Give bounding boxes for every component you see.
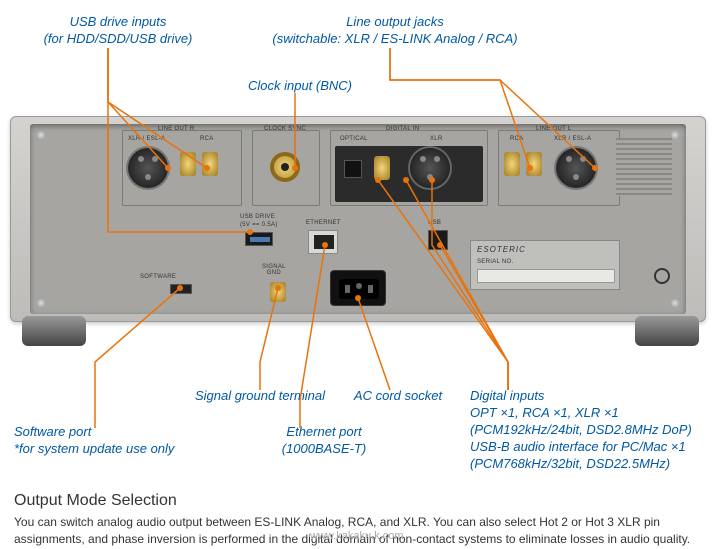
- footer-heading-text: Output Mode Selection: [14, 492, 177, 510]
- signal-gnd-terminal: [270, 282, 286, 302]
- clock-bnc: [270, 152, 300, 182]
- footer-heading: Output Mode Selection: [14, 492, 177, 510]
- rca-output-r1: [180, 152, 196, 176]
- label-rca-r: RCA: [200, 136, 214, 142]
- callout-ac: AC cord socket: [338, 388, 458, 405]
- callout-usb-drive-l1: USB drive inputs: [28, 14, 208, 31]
- callout-digital-l4: USB-B audio interface for PC/Mac ×1: [470, 439, 710, 456]
- software-port: [170, 284, 192, 294]
- callout-clock: Clock input (BNC): [220, 78, 380, 95]
- callout-digital-l5: (PCM768kHz/32bit, DSD22.5MHz): [470, 456, 710, 473]
- callout-ethernet-l1: Ethernet port: [254, 424, 394, 441]
- foot-left: [22, 316, 86, 346]
- callout-usb-drive: USB drive inputs (for HDD/SDD/USB drive): [28, 14, 208, 48]
- callout-digital: Digital inputs OPT ×1, RCA ×1, XLR ×1 (P…: [470, 388, 710, 472]
- label-digital-in: DIGITAL IN: [386, 126, 419, 132]
- label-usb-drive: USB DRIVE: [240, 214, 275, 220]
- callout-signal-gnd-l1: Signal ground terminal: [180, 388, 340, 405]
- optical-input: [344, 160, 362, 178]
- brand-plate: ESOTERIC SERIAL NO.: [470, 240, 620, 290]
- label-ethernet: ETHERNET: [306, 220, 341, 226]
- callout-usb-drive-l2: (for HDD/SDD/USB drive): [28, 31, 208, 48]
- screw: [670, 298, 680, 308]
- ce-mark: [654, 268, 670, 284]
- label-clock-sync: CLOCK SYNC: [264, 126, 306, 132]
- callout-digital-l2: OPT ×1, RCA ×1, XLR ×1: [470, 405, 710, 422]
- label-xlr-esla-l: XLR / ESL-A: [554, 136, 591, 142]
- xlr-output-r: [128, 148, 168, 188]
- rca-output-r2: [202, 152, 218, 176]
- callout-ethernet-l2: (1000BASE-T): [254, 441, 394, 458]
- rca-output-l1: [504, 152, 520, 176]
- callout-line-out: Line output jacks (switchable: XLR / ES-…: [250, 14, 540, 48]
- xlr-digital: [410, 148, 450, 188]
- usb-drive-port: [245, 232, 273, 246]
- label-line-out-r: LINE OUT R: [158, 126, 195, 132]
- callout-line-out-l1: Line output jacks: [250, 14, 540, 31]
- label-line-out-l: LINE OUT L: [536, 126, 572, 132]
- label-software: SOFTWARE: [140, 274, 176, 280]
- ac-inlet: [330, 270, 386, 306]
- callout-digital-l3: (PCM192kHz/24bit, DSD2.8MHz DoP): [470, 422, 710, 439]
- label-xlr-d: XLR: [430, 136, 443, 142]
- callout-ethernet: Ethernet port (1000BASE-T): [254, 424, 394, 458]
- usb-b-port: [428, 230, 448, 250]
- callout-line-out-l2: (switchable: XLR / ES-LINK Analog / RCA): [250, 31, 540, 48]
- screw: [36, 130, 46, 140]
- callout-software-l1: Software port: [14, 424, 214, 441]
- callout-clock-l1: Clock input (BNC): [220, 78, 380, 95]
- callout-signal-gnd: Signal ground terminal: [180, 388, 340, 405]
- label-serial: SERIAL NO.: [477, 259, 513, 265]
- xlr-output-l: [556, 148, 596, 188]
- label-usb: USB: [428, 220, 441, 226]
- label-rca-l: RCA: [510, 136, 524, 142]
- foot-right: [635, 316, 699, 346]
- screw: [36, 298, 46, 308]
- ethernet-port: [308, 230, 338, 254]
- watermark: www.kakaku.k.com: [310, 530, 404, 542]
- callout-software-l2: *for system update use only: [14, 441, 214, 458]
- label-optical: OPTICAL: [340, 136, 368, 142]
- callout-software: Software port *for system update use onl…: [14, 424, 214, 458]
- callout-ac-l1: AC cord socket: [338, 388, 458, 405]
- label-xlr-esla-r: XLR / ESL-A: [128, 136, 165, 142]
- compliance-text: [616, 138, 672, 196]
- device-rear-panel: LINE OUT R XLR / ESL-A RCA CLOCK SYNC DI…: [30, 124, 686, 314]
- rca-output-l2: [526, 152, 542, 176]
- rca-digital: [374, 156, 390, 180]
- callout-digital-l1: Digital inputs: [470, 388, 710, 405]
- label-usb-spec: (5V == 0.5A): [240, 222, 278, 228]
- label-signal-gnd: SIGNAL GND: [262, 264, 286, 276]
